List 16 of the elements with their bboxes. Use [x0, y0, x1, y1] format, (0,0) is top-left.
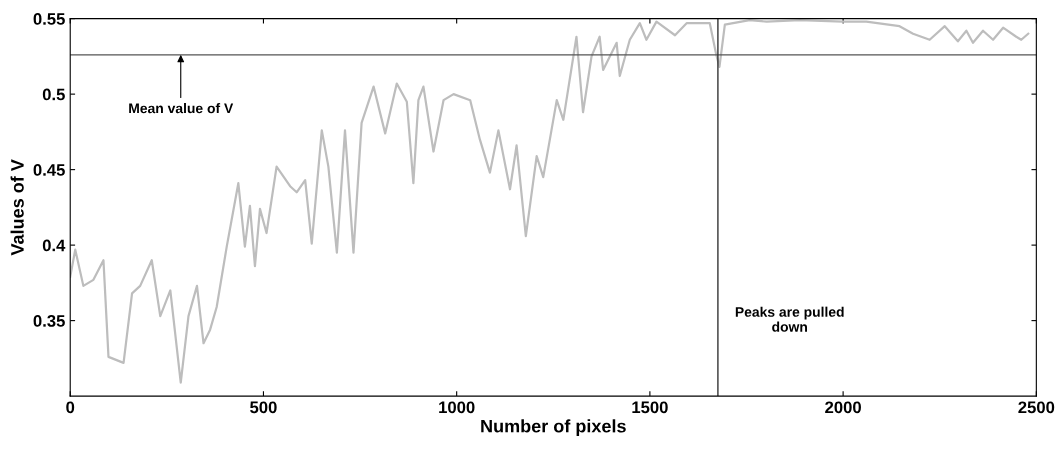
annotation: Peaks are pulled down — [735, 306, 844, 332]
y-tick-label: 0.4 — [42, 239, 66, 252]
x-tick-label: 2500 — [1018, 401, 1055, 414]
x-tick-label: 500 — [250, 401, 277, 414]
x-tick-label: 0 — [66, 401, 75, 414]
x-tick-label: 2000 — [825, 401, 861, 414]
y-tick-label: 0.35 — [33, 315, 65, 327]
y-axis-title: Values of V — [10, 159, 24, 256]
x-axis-title: Number of pixels — [481, 419, 626, 437]
y-tick-label: 0.45 — [33, 164, 65, 176]
y-tick-label: 0.5 — [42, 88, 65, 101]
y-tick-label: 0.55 — [33, 13, 65, 25]
x-tick-label: 1000 — [439, 401, 475, 414]
annotation: Mean value of V — [129, 103, 234, 114]
x-tick-label: 1500 — [632, 401, 668, 414]
line-series — [70, 19, 1030, 384]
